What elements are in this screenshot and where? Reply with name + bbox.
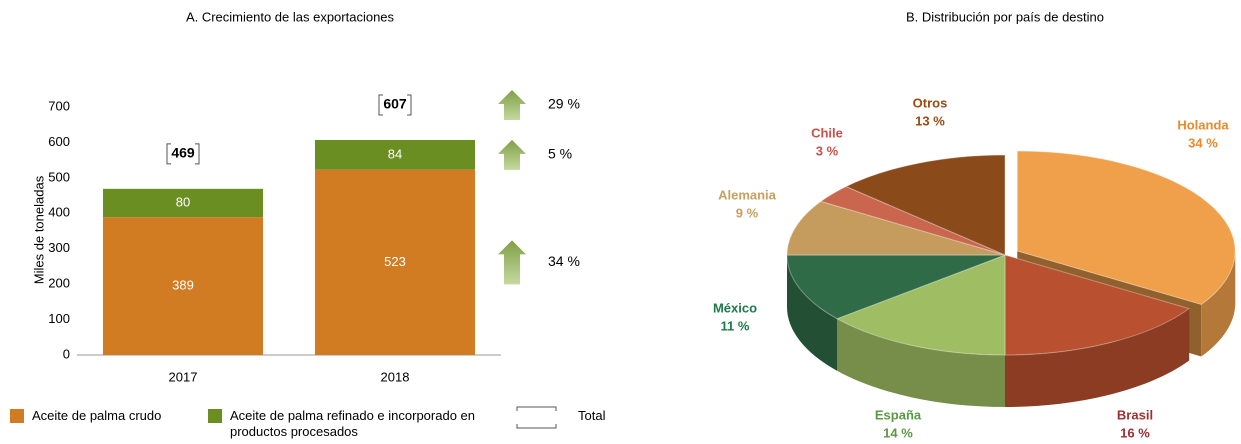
- pie-value-label: 11 %: [721, 318, 750, 333]
- growth-label: 29 %: [548, 96, 580, 112]
- growth-label: 5 %: [548, 146, 572, 162]
- pie-side: [787, 255, 837, 371]
- y-tick-label: 200: [48, 276, 70, 291]
- growth-arrow: [498, 139, 526, 170]
- y-tick-label: 700: [48, 98, 70, 113]
- pie-slice: [786, 254, 1006, 320]
- legend-swatch: [10, 409, 24, 423]
- bar: [314, 139, 476, 170]
- pie-value-label: 14 %: [883, 425, 913, 440]
- total-box: [378, 94, 412, 116]
- pie-slice: [835, 254, 1006, 356]
- pie-slice: [1016, 150, 1236, 306]
- growth-arrow: [498, 89, 526, 120]
- total-label: 607: [383, 96, 407, 112]
- bar-value-label: 389: [172, 278, 194, 293]
- pie-slice: [819, 185, 1006, 256]
- pie-category-label: Holanda: [1177, 117, 1229, 132]
- y-tick-label: 100: [48, 311, 70, 326]
- y-tick-label: 0: [63, 346, 70, 361]
- pie-category-label: Otros: [913, 95, 948, 110]
- legend-label: Total: [578, 408, 606, 423]
- pie-side: [837, 318, 1005, 407]
- bar: [102, 188, 264, 218]
- pie-category-label: Chile: [811, 125, 843, 140]
- y-tick-label: 300: [48, 240, 70, 255]
- y-tick-label: 400: [48, 205, 70, 220]
- growth-label: 34 %: [548, 253, 580, 269]
- pie-slice: [786, 200, 1006, 256]
- y-tick-label: 500: [48, 169, 70, 184]
- growth-arrow: [498, 240, 526, 285]
- bar-value-label: 523: [384, 254, 406, 269]
- total-label: 469: [171, 145, 195, 161]
- legend-label: Aceite de palma refinado e incorporado e…: [230, 408, 475, 439]
- y-axis-label: Miles de toneladas: [31, 175, 46, 284]
- pie-category-label: Brasil: [1117, 407, 1153, 422]
- chart-title: B. Distribución por país de destino: [906, 9, 1104, 24]
- pie-slice: [844, 154, 1006, 256]
- x-tick-label: 2017: [169, 369, 198, 384]
- chart-title: A. Crecimiento de las exportaciones: [186, 9, 395, 24]
- bar-value-label: 84: [388, 146, 402, 161]
- total-box: [166, 143, 200, 165]
- pie-value-label: 9 %: [736, 205, 759, 220]
- pie-value-label: 34 %: [1188, 135, 1218, 150]
- bar: [102, 217, 264, 355]
- legend-total-symbol: [516, 406, 557, 429]
- pie-category-label: España: [875, 407, 922, 422]
- pie-side: [1201, 251, 1236, 357]
- pie-value-label: 16 %: [1120, 425, 1150, 440]
- pie-category-label: México: [713, 300, 757, 315]
- pie-slice: [1004, 254, 1191, 356]
- bar: [314, 169, 476, 355]
- pie-value-label: 3 %: [816, 143, 839, 158]
- pie-value-label: 13 %: [915, 113, 945, 128]
- legend-swatch: [208, 409, 222, 423]
- y-tick-label: 600: [48, 134, 70, 149]
- pie-side: [1005, 308, 1190, 407]
- legend-label: Aceite de palma crudo: [32, 408, 162, 423]
- pie-category-label: Alemania: [718, 187, 777, 202]
- bar-value-label: 80: [176, 194, 190, 209]
- x-tick-label: 2018: [381, 369, 410, 384]
